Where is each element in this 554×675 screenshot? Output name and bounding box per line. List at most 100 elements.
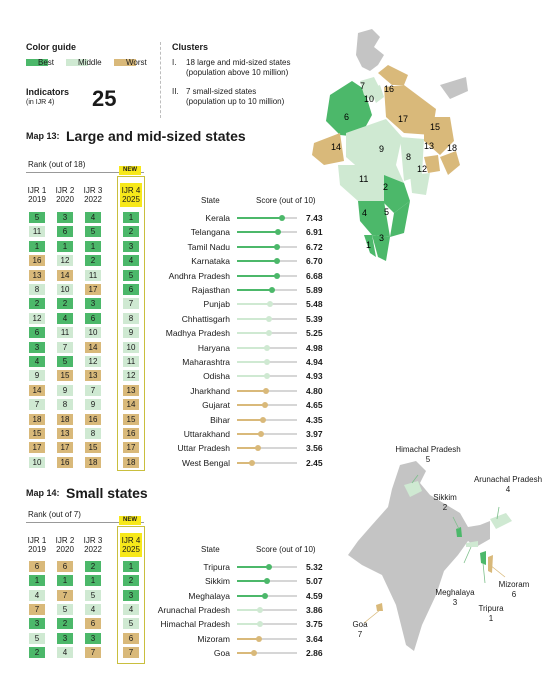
row-andhra-pradesh-score: 6.68 <box>306 270 323 281</box>
row-jharkhand-rank-ijr1: 14 <box>29 384 45 396</box>
row-maharashtra-state: Maharashtra <box>182 357 230 367</box>
map13-region-3 <box>372 235 390 261</box>
row-arunachal-pradesh-state: Arunachal Pradesh <box>157 604 230 615</box>
row-chhattisgarh-rank-ijr4: 8 <box>123 312 139 324</box>
map13-label-12: 12 <box>417 164 427 174</box>
row-haryana-rank-ijr3: 14 <box>85 341 101 353</box>
map14-leader-himachal <box>411 474 419 484</box>
row-kerala-rank-ijr2: 3 <box>57 212 73 223</box>
row-west-bengal-score-dot <box>248 459 255 466</box>
map13-label-17: 17 <box>398 114 408 124</box>
row-uttarakhand-rank-ijr4: 16 <box>123 428 139 439</box>
row-kerala-score: 7.43 <box>306 213 323 223</box>
row-tripura-rank-ijr4: 1 <box>123 561 139 572</box>
row-mizoram-state: Mizoram <box>197 633 230 644</box>
row-sikkim-state: Sikkim <box>204 576 230 587</box>
map13-title: Large and mid-sized states <box>66 128 246 144</box>
row-meghalaya-rank-ijr4: 3 <box>123 589 139 601</box>
row-uttar-pradesh-score: 3.56 <box>306 443 323 454</box>
row-madhya-pradesh-state: Madhya Pradesh <box>165 328 230 339</box>
row-maharashtra-rank-ijr4: 11 <box>123 356 139 367</box>
map14-region-sikkim <box>456 527 462 537</box>
row-chhattisgarh-score-bar <box>237 317 270 320</box>
map13-region-15 <box>424 117 454 155</box>
row-mizoram-rank-ijr3: 3 <box>85 632 101 644</box>
row-rajasthan-score-dot <box>269 287 276 293</box>
row-goa-score: 2.86 <box>306 647 323 658</box>
row-uttarakhand-rank-ijr1: 15 <box>29 428 45 439</box>
map14-col-ijr2: IJR 2 2020 <box>55 536 75 554</box>
row-gujarat-rank-ijr1: 7 <box>29 399 45 411</box>
row-haryana-rank-ijr2: 7 <box>57 341 73 353</box>
map13-region-4 <box>358 201 390 237</box>
row-punjab-score-dot <box>266 301 273 308</box>
row-uttarakhand-score-track <box>237 433 297 435</box>
row-himachal-pradesh-score: 3.75 <box>306 619 323 630</box>
row-madhya-pradesh-rank-ijr3: 10 <box>85 327 101 339</box>
row-west-bengal-rank-ijr4: 18 <box>123 456 139 468</box>
map14-label: Map 14: <box>26 488 60 498</box>
map13-new-badge: NEW <box>119 166 141 175</box>
cluster-1-num: I. <box>172 58 177 67</box>
map13-new-header-bg <box>120 183 142 207</box>
row-punjab-rank-ijr4: 7 <box>123 298 139 310</box>
row-rajasthan-rank-ijr2: 10 <box>57 284 73 295</box>
map13-india-map: 6 7 10 16 17 15 14 9 8 13 18 12 11 2 5 4… <box>312 29 468 261</box>
row-chhattisgarh-rank-ijr2: 4 <box>57 312 73 324</box>
row-karnataka-rank-ijr3: 2 <box>85 255 101 267</box>
row-arunachal-pradesh-rank-ijr3: 4 <box>85 603 101 615</box>
row-tamil-nadu-rank-ijr4: 3 <box>123 240 139 252</box>
map13-label-15: 15 <box>430 122 440 132</box>
map13-score-header: Score (out of 10) <box>256 196 316 205</box>
row-gujarat-score-bar <box>237 404 265 407</box>
row-sikkim-score-dot <box>264 578 271 585</box>
row-kerala-rank-ijr3: 4 <box>85 212 101 223</box>
map14-label-sikkim: Sikkim 2 <box>433 493 457 512</box>
map13-rank-label: Rank (out of 18) <box>28 160 86 169</box>
row-andhra-pradesh-state: Andhra Pradesh <box>168 270 230 281</box>
row-uttarakhand-rank-ijr3: 8 <box>85 428 101 439</box>
row-goa-score-track <box>237 651 297 654</box>
map13-region-13 <box>424 155 440 173</box>
row-bihar-rank-ijr3: 16 <box>85 413 101 425</box>
row-kerala-score-bar <box>237 217 282 219</box>
row-punjab-rank-ijr3: 3 <box>85 298 101 310</box>
row-odisha-rank-ijr3: 13 <box>85 370 101 382</box>
row-meghalaya-score-dot <box>261 592 268 599</box>
map13-label-3: 3 <box>379 233 384 243</box>
row-himachal-pradesh-rank-ijr3: 6 <box>85 618 101 630</box>
row-jharkhand-state: Jharkhand <box>190 385 230 396</box>
row-meghalaya-score: 4.59 <box>306 590 323 601</box>
row-uttar-pradesh-rank-ijr2: 17 <box>57 442 73 454</box>
map14-leader-meghalaya <box>463 546 472 564</box>
row-uttarakhand-rank-ijr2: 13 <box>57 428 73 439</box>
row-bihar-score-dot <box>260 416 267 423</box>
row-tripura-rank-ijr1: 6 <box>29 561 45 572</box>
row-mizoram-score-track <box>237 637 297 640</box>
map13-region-north <box>356 29 384 71</box>
row-bihar-score-track <box>237 418 297 421</box>
row-goa-score-bar <box>237 651 255 654</box>
row-tripura-score-dot <box>265 564 272 570</box>
row-chhattisgarh-rank-ijr3: 6 <box>85 312 101 324</box>
row-gujarat-state: Gujarat <box>202 400 230 411</box>
row-odisha-score-dot <box>263 373 270 380</box>
row-uttar-pradesh-state: Uttar Pradesh <box>177 443 230 454</box>
row-haryana-score-dot <box>263 344 270 351</box>
row-tamil-nadu-score: 6.72 <box>306 241 323 252</box>
row-maharashtra-score: 4.94 <box>306 357 323 367</box>
map13-label-11: 11 <box>359 174 368 184</box>
row-maharashtra-score-bar <box>237 361 267 363</box>
row-mizoram-score: 3.64 <box>306 633 323 644</box>
row-tripura-score: 5.32 <box>306 562 323 572</box>
map14-label-goa: Goa 7 <box>352 620 368 639</box>
row-mizoram-rank-ijr4: 6 <box>123 632 139 644</box>
row-telangana-score-bar <box>237 231 279 234</box>
map14-col-ijr3: IJR 3 2022 <box>83 536 103 554</box>
map13-region-14 <box>312 133 344 165</box>
color-guide-title: Color guide <box>26 42 76 52</box>
row-haryana-score-bar <box>237 346 267 349</box>
map13-region-17 <box>384 85 436 135</box>
row-punjab-state: Punjab <box>203 299 230 310</box>
map14-score-header: Score (out of 10) <box>256 545 316 554</box>
